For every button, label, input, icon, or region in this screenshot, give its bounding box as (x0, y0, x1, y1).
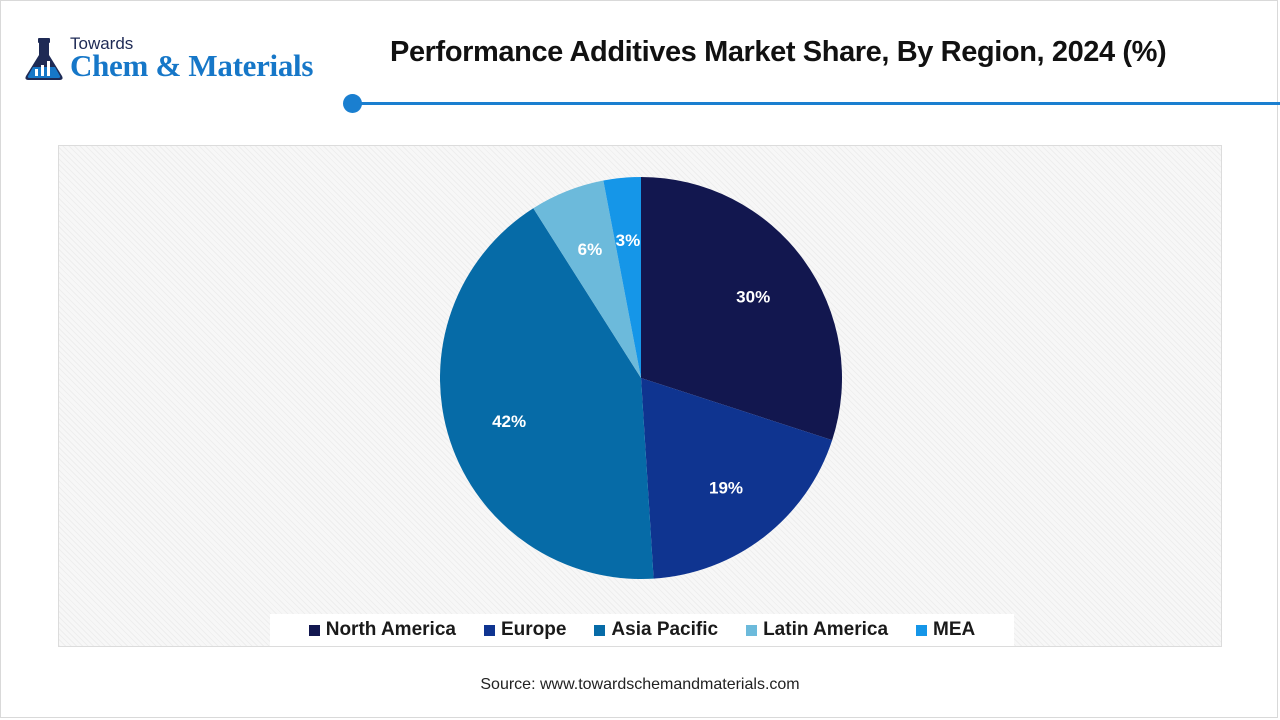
pie-chart: 30% 19% 42% 6% 3% (440, 177, 842, 579)
legend-label-north-america: North America (325, 619, 456, 640)
legend-item-europe: Europe (483, 619, 567, 641)
data-label-north-america: 30% (736, 287, 770, 306)
logo-wordmark: Chem & Materials (70, 48, 314, 83)
pie-slice-europe (641, 378, 833, 579)
legend-item-north-america: North America (308, 619, 456, 641)
legend-label-asia-pacific: Asia Pacific (611, 619, 719, 640)
pie-slice-north-america (641, 177, 842, 441)
legend-label-mea: MEA (933, 619, 976, 640)
legend-label-europe: Europe (500, 619, 567, 640)
brand-logo: Towards Chem & Materials (22, 34, 342, 90)
data-label-latin-america: 6% (578, 240, 603, 259)
legend-item-asia-pacific: Asia Pacific (594, 619, 718, 641)
legend-label-latin-america: Latin America (763, 619, 889, 640)
legend-swatch-europe (483, 624, 495, 636)
legend-item-mea: MEA (916, 619, 975, 641)
legend-swatch-asia-pacific (594, 624, 606, 636)
data-label-mea: 3% (616, 231, 641, 250)
title-underline-dot (343, 94, 362, 113)
legend-swatch-north-america (308, 624, 320, 636)
pie-slice-latin-america (533, 180, 641, 378)
legend-swatch-mea (916, 624, 928, 636)
legend-item-latin-america: Latin America (746, 619, 888, 641)
plot-area: 30% 19% 42% 6% 3% (58, 145, 1222, 647)
data-label-asia-pacific: 42% (492, 412, 526, 431)
chart-legend: North America Europe Asia Pacific Latin Ame… (270, 614, 1014, 646)
pie-slice-mea (603, 177, 641, 378)
data-label-europe: 19% (709, 479, 743, 498)
title-underline (352, 102, 1280, 105)
source-note: Source: www.towardschemandmaterials.com (480, 676, 800, 693)
logo-tagline: Towards (70, 34, 134, 53)
chart-title: Performance Additives Market Share, By R… (390, 36, 1167, 68)
legend-swatch-latin-america (746, 624, 758, 636)
pie-slice-asia-pacific (440, 208, 654, 579)
flask-logo-icon (25, 38, 63, 80)
